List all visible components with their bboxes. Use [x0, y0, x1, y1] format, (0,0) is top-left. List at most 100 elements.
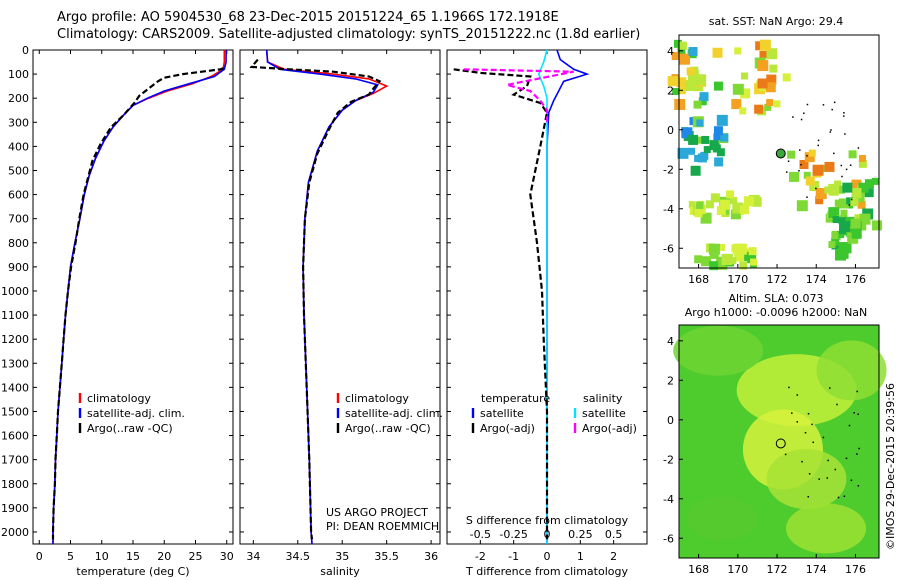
sla_map-blob [687, 496, 758, 541]
sst_map-ytick-label: 4 [667, 45, 674, 58]
sst_map-cell [672, 87, 680, 95]
sst_map-cell [726, 190, 735, 199]
sst_map-argo-marker [775, 148, 786, 159]
difference-top-tick-label: 0.5 [605, 528, 623, 541]
sst_map-cell [708, 243, 720, 255]
sst_map-island [833, 101, 836, 104]
sst_map-cell [713, 126, 723, 136]
sla_map-island [826, 477, 829, 479]
difference-s-legend-label: satellite [582, 407, 626, 420]
salinity-xtick-label: 34 [246, 550, 260, 563]
sst_map-cell [696, 119, 704, 127]
sla_map-xtick-label: 170 [727, 563, 748, 576]
difference-top-tick-label: -0.25 [499, 528, 527, 541]
temperature-xtick-label: 5 [67, 550, 74, 563]
sst_map-island [800, 163, 802, 166]
sst_map-cell [837, 230, 845, 238]
sst_map-cell [748, 247, 757, 256]
sst_map-cell [832, 216, 840, 224]
climatology-title: Climatology: CARS2009. Satellite-adjuste… [57, 27, 641, 42]
sst_map-cell [693, 100, 702, 109]
difference-top-tick-label: 0 [544, 528, 551, 541]
sst_map-cell [687, 70, 699, 82]
sst_map-cell [824, 186, 832, 194]
temperature-legend-label: Argo(..raw -QC) [87, 422, 173, 435]
sst_map-cell [694, 255, 703, 264]
sst_map-cell [838, 217, 846, 225]
sst_map-cell [812, 164, 824, 176]
sst_map-cell [871, 177, 879, 185]
sst_map-cell [799, 159, 809, 169]
salinity-series-2 [249, 58, 382, 540]
sst_map-cell [695, 74, 707, 86]
sst_map-cell [720, 133, 729, 142]
sla_map-island [845, 457, 848, 460]
difference-series-3 [463, 68, 574, 123]
sla_map-blob [766, 449, 847, 510]
sst_map-cell [717, 243, 725, 251]
sst_map-cell [751, 196, 762, 207]
sst_map-cell [754, 104, 764, 114]
sst_map-ytick-label: -6 [663, 242, 674, 255]
sst_map-cell [835, 249, 847, 261]
sst_map-cell [782, 73, 791, 82]
sla_map-island [853, 412, 855, 414]
sla_map-island [804, 431, 807, 434]
sla_map-island [796, 394, 799, 396]
sla-map-title: Altim. SLA: 0.073 [728, 292, 823, 305]
sst_map-cell [709, 261, 719, 271]
sst_map-cell [710, 193, 720, 203]
depth-tick-label: 1600 [1, 430, 29, 443]
depth-tick-label: 1700 [1, 454, 29, 467]
sst_map-island [848, 204, 851, 206]
sst_map-cell [755, 41, 765, 51]
sst_map-cell [739, 107, 747, 115]
sst_map-cell [864, 179, 874, 189]
sst_map-island [844, 133, 846, 135]
sst_map-island [792, 116, 794, 118]
sst_map-cell [850, 218, 861, 229]
sst_map-cell [864, 188, 874, 198]
sst_map-cell [696, 201, 704, 209]
sst_map-cell [688, 134, 699, 145]
depth-tick-label: 300 [8, 116, 29, 129]
profile-title: Argo profile: AO 5904530_68 23-Dec-2015 … [57, 10, 559, 25]
difference-xtick-label: 0 [544, 550, 551, 563]
sst_map-cell [721, 253, 733, 265]
sst_map-cell [850, 198, 859, 207]
sst_map-cell [858, 154, 866, 162]
sst_map-island [850, 198, 853, 201]
sst_map-island [843, 115, 845, 117]
depth-tick-label: 600 [8, 189, 29, 202]
sst_map-cell [851, 187, 862, 198]
temperature-legend-label: satellite-adj. clim. [87, 407, 185, 420]
temperature-xtick-label: 30 [220, 550, 234, 563]
sst_map-cell [716, 148, 725, 157]
sst_map-island [849, 164, 852, 166]
sst_map-xtick-label: 170 [727, 273, 748, 286]
difference-series-1 [537, 49, 548, 544]
sla_map-island [856, 390, 858, 393]
sst_map-cell [698, 97, 707, 106]
sst_map-cell [732, 202, 744, 214]
sla_map-island [807, 495, 810, 498]
sst_map-cell [842, 182, 853, 193]
sst_map-island [806, 155, 808, 157]
difference-top-tick-label: -0.5 [470, 528, 491, 541]
salinity-xtick-label: 34.5 [286, 550, 311, 563]
sla_map-island [857, 413, 859, 416]
sla_map-ytick-label: 4 [667, 335, 674, 348]
sla_map-xtick-label: 168 [688, 563, 709, 576]
sst_map-cell [696, 136, 704, 144]
sst_map-cell [837, 185, 846, 194]
salinity-xtick-label: 35 [335, 550, 349, 563]
depth-tick-label: 400 [8, 140, 29, 153]
sst_map-cell [831, 232, 839, 240]
sst_map-island [806, 103, 809, 106]
sst_map-cell [804, 152, 815, 163]
sst-map-title: sat. SST: NaN Argo: 29.4 [709, 15, 843, 28]
sst_map-cell [714, 157, 724, 167]
temperature-xtick-label: 10 [95, 550, 109, 563]
sla_map-island [801, 460, 803, 463]
